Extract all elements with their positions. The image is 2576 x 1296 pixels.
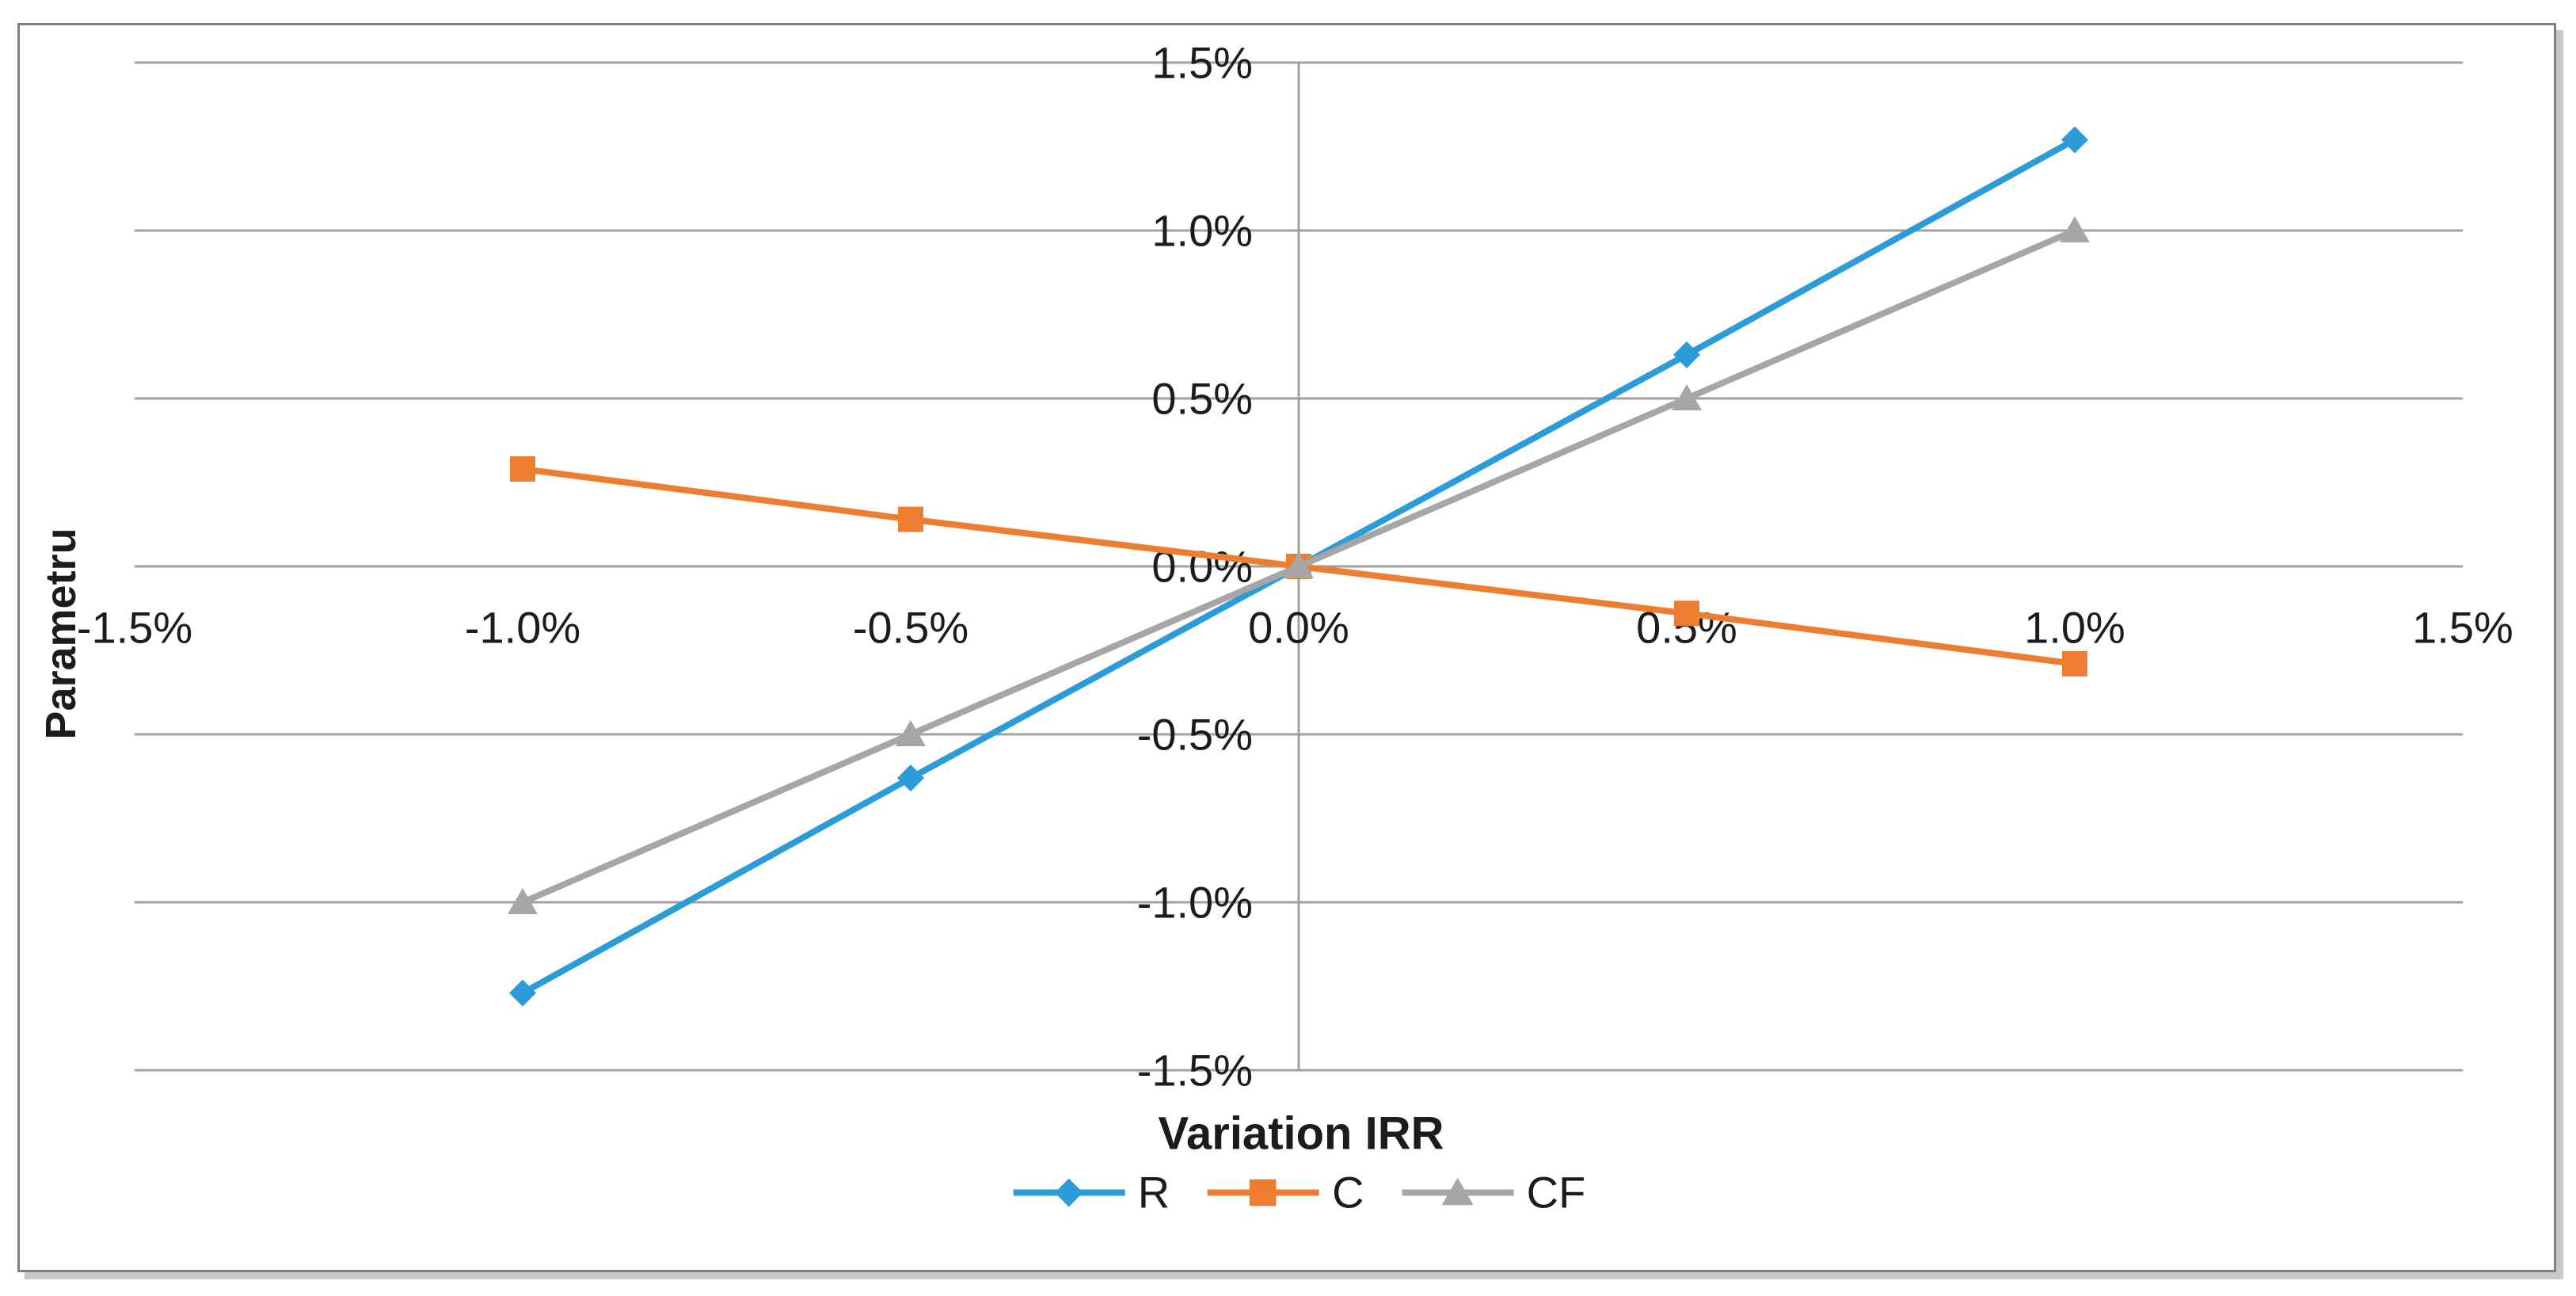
legend-item-R: R <box>1012 1167 1170 1218</box>
diamond-marker <box>1673 341 1700 368</box>
x-tick-label: -1.0% <box>464 602 581 653</box>
y-tick-label: 1.0% <box>1151 205 1253 256</box>
legend-label-R: R <box>1137 1167 1170 1218</box>
legend-label-CF: CF <box>1526 1167 1586 1218</box>
y-tick-label: 1.5% <box>1151 37 1253 88</box>
legend-item-C: C <box>1206 1167 1364 1218</box>
triangle-marker <box>1672 384 1702 410</box>
y-tick-label: 0.5% <box>1151 373 1253 424</box>
square-marker <box>2062 650 2087 677</box>
triangle-marker <box>1441 1177 1474 1205</box>
diamond-marker <box>1054 1178 1083 1206</box>
legend-marker-CF <box>1402 1177 1514 1205</box>
x-tick-label: 1.0% <box>2024 602 2125 653</box>
x-tick-label: -1.5% <box>76 602 193 653</box>
x-tick-label: 0.0% <box>1248 602 1349 653</box>
triangle-marker <box>508 888 538 914</box>
legend-marker-R <box>1013 1178 1125 1206</box>
triangle-marker <box>1284 552 1314 578</box>
diamond-marker <box>2061 126 2088 154</box>
y-axis-title: Parametru <box>37 528 85 740</box>
series-CF <box>508 216 2090 914</box>
x-tick-label: 1.5% <box>2412 602 2513 653</box>
y-tick-label: -1.5% <box>1136 1045 1253 1096</box>
y-tick-label: -1.0% <box>1136 877 1253 928</box>
triangle-marker <box>896 720 926 746</box>
square-marker <box>1674 600 1699 627</box>
y-tick-label: -0.5% <box>1136 709 1253 760</box>
x-axis-title: Variation IRR <box>1158 1107 1444 1160</box>
legend-marker-C <box>1208 1179 1320 1206</box>
legend: R C CF <box>1012 1167 1586 1218</box>
diamond-marker <box>897 764 924 792</box>
legend-item-CF: CF <box>1401 1167 1586 1218</box>
square-marker <box>510 456 535 482</box>
square-marker <box>898 506 923 532</box>
x-tick-label: -0.5% <box>852 602 969 653</box>
legend-label-C: C <box>1332 1167 1364 1218</box>
diamond-marker <box>509 979 536 1007</box>
triangle-marker <box>2060 216 2090 242</box>
square-marker <box>1250 1179 1277 1206</box>
